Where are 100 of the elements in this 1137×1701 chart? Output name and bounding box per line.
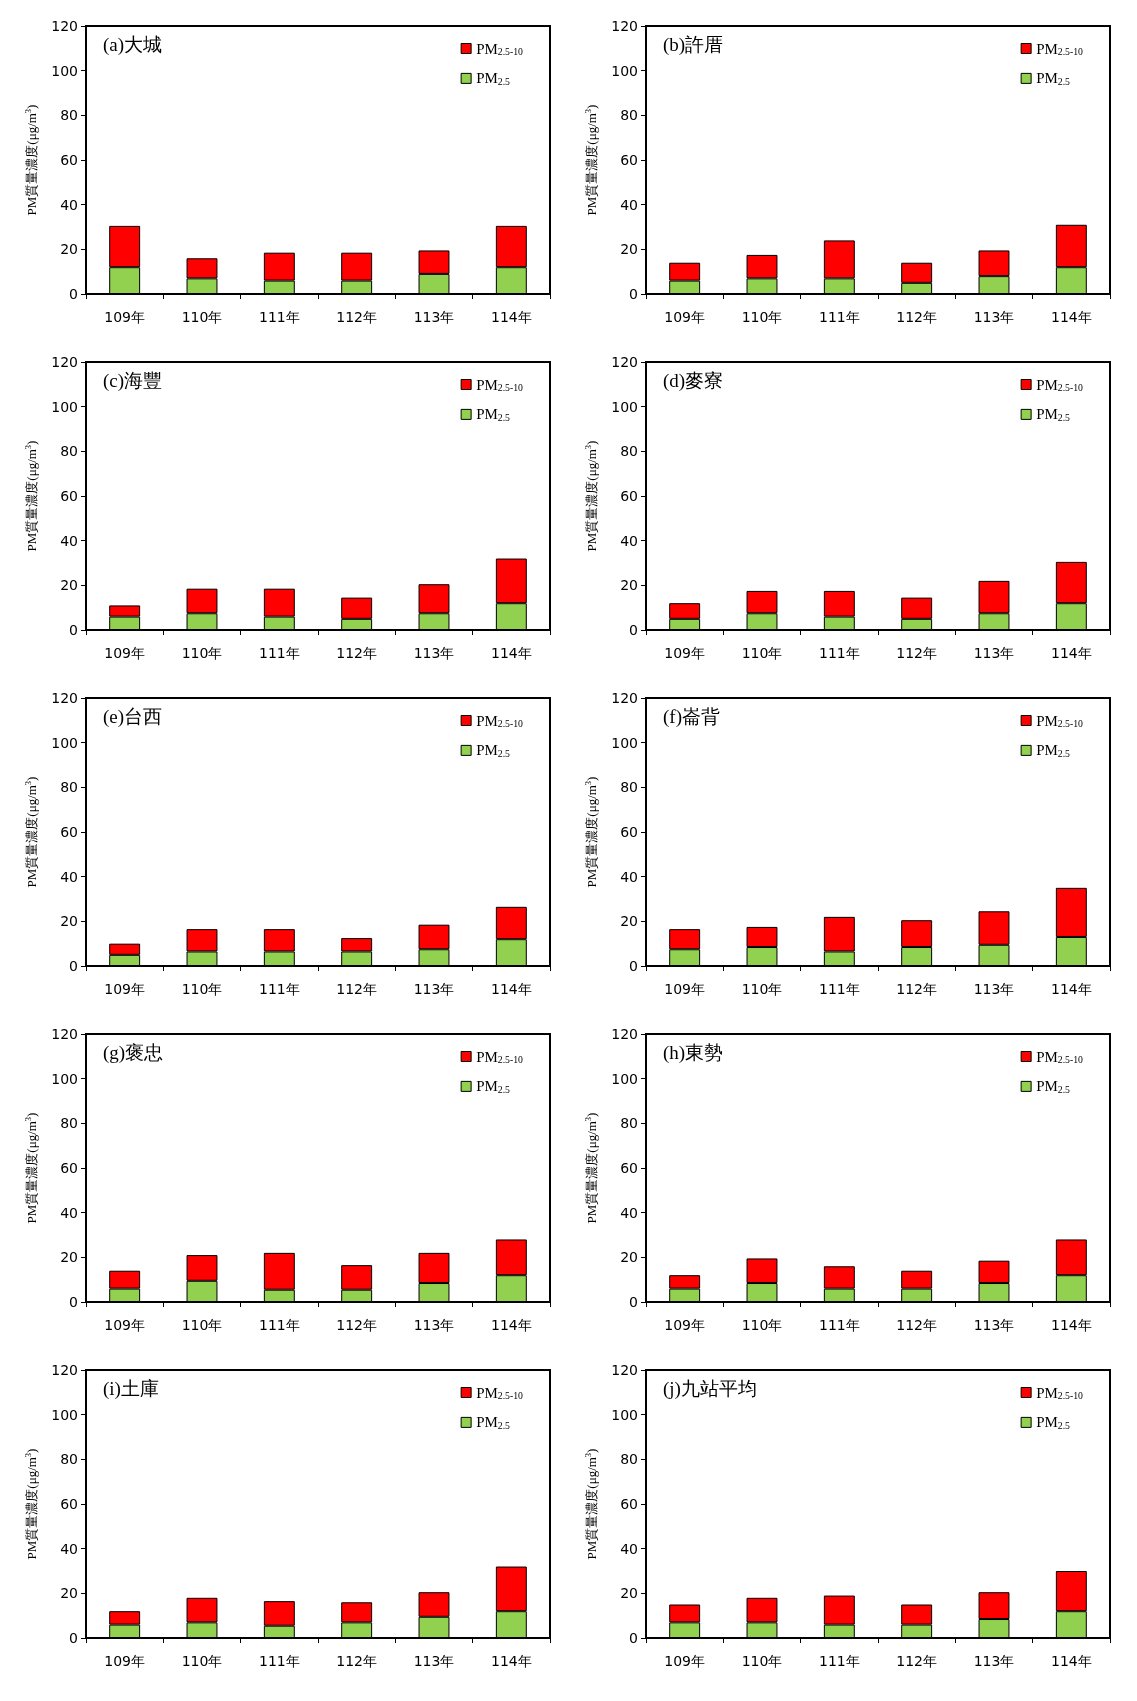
x-tick-label: 111年 xyxy=(818,645,860,661)
y-tick-label: 120 xyxy=(51,18,78,34)
y-tick-label: 100 xyxy=(611,734,638,751)
x-tick-label: 112年 xyxy=(336,981,378,997)
chart-title: (i)土庫 xyxy=(103,1378,159,1400)
x-tick-label: 114年 xyxy=(490,1317,532,1333)
y-tick-label: 80 xyxy=(620,779,638,796)
y-tick-label: 120 xyxy=(611,690,638,706)
x-tick-label: 114年 xyxy=(1050,1653,1092,1669)
x-tick-label: 114年 xyxy=(490,645,532,661)
x-tick-label: 109年 xyxy=(104,981,146,997)
y-tick-label: 60 xyxy=(620,1496,638,1512)
x-tick-label: 109年 xyxy=(104,1653,146,1669)
y-tick-label: 0 xyxy=(629,958,638,974)
y-tick-label: 100 xyxy=(51,398,78,415)
x-tick-label: 114年 xyxy=(490,981,532,997)
x-tick-label: 109年 xyxy=(664,1653,706,1669)
x-tick-label: 111年 xyxy=(258,1653,300,1669)
x-tick-label: 114年 xyxy=(1050,981,1092,997)
y-tick-label: 0 xyxy=(629,1294,638,1310)
x-tick-label: 112年 xyxy=(896,981,938,997)
y-tick-label: 0 xyxy=(69,286,78,302)
x-tick-label: 112年 xyxy=(896,645,938,661)
chart-title: (b)許厝 xyxy=(663,34,724,56)
x-tick-label: 109年 xyxy=(664,981,706,997)
chart-title: (f)崙背 xyxy=(663,706,720,728)
y-tick-label: 20 xyxy=(60,577,78,594)
y-tick-label: 120 xyxy=(51,1362,78,1378)
y-tick-label: 60 xyxy=(620,488,638,504)
x-tick-label: 112年 xyxy=(336,309,378,325)
y-tick-label: 20 xyxy=(60,241,78,258)
x-tick-label: 109年 xyxy=(104,309,146,325)
y-tick-label: 0 xyxy=(69,622,78,638)
y-tick-label: 100 xyxy=(51,1070,78,1087)
x-tick-label: 113年 xyxy=(973,309,1015,325)
chart-title: (c)海豐 xyxy=(103,370,163,392)
y-tick-label: 100 xyxy=(611,1070,638,1087)
y-tick-label: 20 xyxy=(620,1249,638,1266)
y-tick-label: 80 xyxy=(620,1115,638,1132)
y-tick-label: 80 xyxy=(620,107,638,124)
y-tick-label: 100 xyxy=(611,398,638,415)
x-tick-label: 109年 xyxy=(664,309,706,325)
x-tick-label: 110年 xyxy=(181,1653,223,1669)
y-tick-label: 20 xyxy=(60,913,78,930)
x-tick-label: 110年 xyxy=(741,645,783,661)
x-tick-label: 114年 xyxy=(490,309,532,325)
chart-title: (e)台西 xyxy=(103,706,163,728)
x-tick-label: 111年 xyxy=(818,1653,860,1669)
x-tick-label: 113年 xyxy=(413,309,455,325)
y-tick-label: 20 xyxy=(620,241,638,258)
y-tick-label: 120 xyxy=(51,1026,78,1042)
y-tick-label: 80 xyxy=(60,1115,78,1132)
y-tick-label: 60 xyxy=(620,1160,638,1176)
x-tick-label: 109年 xyxy=(664,645,706,661)
chart-title: (g)褒忠 xyxy=(103,1042,164,1064)
x-tick-label: 114年 xyxy=(1050,1317,1092,1333)
x-tick-label: 110年 xyxy=(181,645,223,661)
y-tick-label: 40 xyxy=(620,1204,638,1221)
y-tick-label: 60 xyxy=(620,824,638,840)
y-tick-label: 40 xyxy=(60,196,78,213)
x-tick-label: 112年 xyxy=(336,1653,378,1669)
y-tick-label: 60 xyxy=(60,824,78,840)
x-tick-label: 111年 xyxy=(818,309,860,325)
y-tick-label: 40 xyxy=(60,1540,78,1557)
x-tick-label: 112年 xyxy=(336,645,378,661)
y-tick-label: 100 xyxy=(611,62,638,79)
x-tick-label: 111年 xyxy=(258,309,300,325)
x-tick-label: 110年 xyxy=(741,309,783,325)
y-tick-label: 0 xyxy=(629,286,638,302)
x-tick-label: 109年 xyxy=(664,1317,706,1333)
x-tick-label: 113年 xyxy=(973,981,1015,997)
y-tick-label: 120 xyxy=(611,1362,638,1378)
y-tick-label: 120 xyxy=(51,690,78,706)
y-tick-label: 40 xyxy=(620,196,638,213)
x-tick-label: 113年 xyxy=(973,1653,1015,1669)
x-tick-label: 109年 xyxy=(104,1317,146,1333)
y-tick-label: 20 xyxy=(620,913,638,930)
y-tick-label: 0 xyxy=(629,622,638,638)
chart-title: (d)麥寮 xyxy=(663,370,724,392)
y-tick-label: 100 xyxy=(611,1406,638,1423)
y-tick-label: 0 xyxy=(629,1630,638,1646)
x-tick-label: 111年 xyxy=(818,1317,860,1333)
y-tick-label: 20 xyxy=(60,1249,78,1266)
y-tick-label: 80 xyxy=(620,1451,638,1468)
x-tick-label: 111年 xyxy=(258,981,300,997)
y-tick-label: 120 xyxy=(611,18,638,34)
y-tick-label: 20 xyxy=(620,1585,638,1602)
x-tick-label: 114年 xyxy=(490,1653,532,1669)
x-tick-label: 113年 xyxy=(413,645,455,661)
x-tick-label: 112年 xyxy=(336,1317,378,1333)
y-tick-label: 20 xyxy=(620,577,638,594)
y-tick-label: 80 xyxy=(60,107,78,124)
y-tick-label: 0 xyxy=(69,1630,78,1646)
y-tick-label: 40 xyxy=(620,1540,638,1557)
y-tick-label: 60 xyxy=(620,152,638,168)
y-tick-label: 80 xyxy=(60,779,78,796)
y-tick-label: 100 xyxy=(51,734,78,751)
x-tick-label: 111年 xyxy=(818,981,860,997)
y-tick-label: 80 xyxy=(60,443,78,460)
y-tick-label: 120 xyxy=(611,354,638,370)
